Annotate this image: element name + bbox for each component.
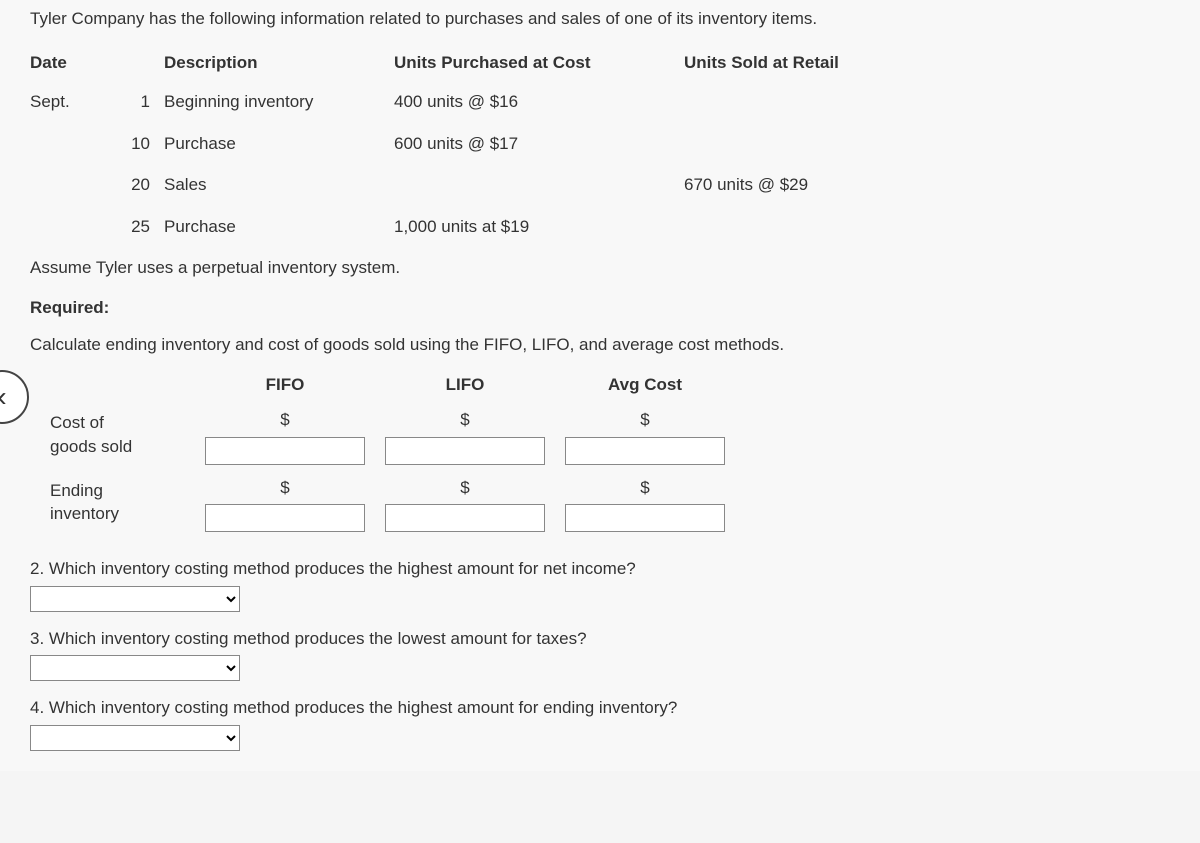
cell-purchased: 400 units @ $16 — [394, 81, 684, 123]
row-label-ei-line1: Ending — [50, 481, 103, 500]
cell-sold — [684, 206, 954, 248]
currency-symbol: $ — [280, 407, 289, 433]
cell-month: Sept. — [30, 81, 110, 123]
currency-symbol: $ — [640, 475, 649, 501]
cell-month — [30, 123, 110, 165]
ending-lifo-input[interactable] — [385, 504, 545, 532]
col-head-avg: Avg Cost — [560, 372, 730, 408]
intro-text: Tyler Company has the following informat… — [30, 6, 1170, 32]
cell-desc: Purchase — [164, 206, 394, 248]
row-label-cogs: Cost of goods sold — [50, 407, 190, 459]
cell-day: 25 — [110, 206, 164, 248]
cell-day: 1 — [110, 81, 164, 123]
ending-fifo-input[interactable] — [205, 504, 365, 532]
question-2-text: 2. Which inventory costing method produc… — [30, 556, 1170, 582]
header-purchased: Units Purchased at Cost — [394, 44, 684, 82]
question-2-select[interactable] — [30, 586, 240, 612]
cell-purchased: 1,000 units at $19 — [394, 206, 684, 248]
header-description: Description — [164, 44, 394, 82]
table-row: 10 Purchase 600 units @ $17 — [30, 123, 954, 165]
cogs-fifo-input[interactable] — [205, 437, 365, 465]
calc-intro: Calculate ending inventory and cost of g… — [30, 332, 1170, 358]
cogs-lifo-input[interactable] — [385, 437, 545, 465]
cell-day: 20 — [110, 164, 164, 206]
cogs-avg-input[interactable] — [565, 437, 725, 465]
header-sold: Units Sold at Retail — [684, 44, 954, 82]
header-date: Date — [30, 44, 164, 82]
table-row: Sept. 1 Beginning inventory 400 units @ … — [30, 81, 954, 123]
question-4-text: 4. Which inventory costing method produc… — [30, 695, 1170, 721]
cell-sold — [684, 81, 954, 123]
cell-desc: Purchase — [164, 123, 394, 165]
cell-desc: Sales — [164, 164, 394, 206]
col-head-lifo: LIFO — [380, 372, 550, 408]
table-header-row: Date Description Units Purchased at Cost… — [30, 44, 954, 82]
question-4-select[interactable] — [30, 725, 240, 751]
cell-month — [30, 206, 110, 248]
cell-sold — [684, 123, 954, 165]
currency-symbol: $ — [460, 407, 469, 433]
row-label-ei-line2: inventory — [50, 504, 119, 523]
currency-symbol: $ — [640, 407, 649, 433]
row-label-ending: Ending inventory — [50, 475, 190, 527]
chevron-left-icon: ‹ — [0, 376, 7, 418]
row-label-cogs-line2: goods sold — [50, 437, 132, 456]
cell-purchased — [394, 164, 684, 206]
cell-desc: Beginning inventory — [164, 81, 394, 123]
currency-symbol: $ — [460, 475, 469, 501]
question-3-select[interactable] — [30, 655, 240, 681]
question-3-text: 3. Which inventory costing method produc… — [30, 626, 1170, 652]
cell-purchased: 600 units @ $17 — [394, 123, 684, 165]
cell-month — [30, 164, 110, 206]
cell-day: 10 — [110, 123, 164, 165]
required-label: Required: — [30, 295, 1170, 321]
currency-symbol: $ — [280, 475, 289, 501]
table-row: 20 Sales 670 units @ $29 — [30, 164, 954, 206]
col-head-fifo: FIFO — [200, 372, 370, 408]
ending-avg-input[interactable] — [565, 504, 725, 532]
assumption-text: Assume Tyler uses a perpetual inventory … — [30, 255, 1170, 281]
table-row: 25 Purchase 1,000 units at $19 — [30, 206, 954, 248]
inventory-table: Date Description Units Purchased at Cost… — [30, 44, 954, 248]
cell-sold: 670 units @ $29 — [684, 164, 954, 206]
row-label-cogs-line1: Cost of — [50, 413, 104, 432]
